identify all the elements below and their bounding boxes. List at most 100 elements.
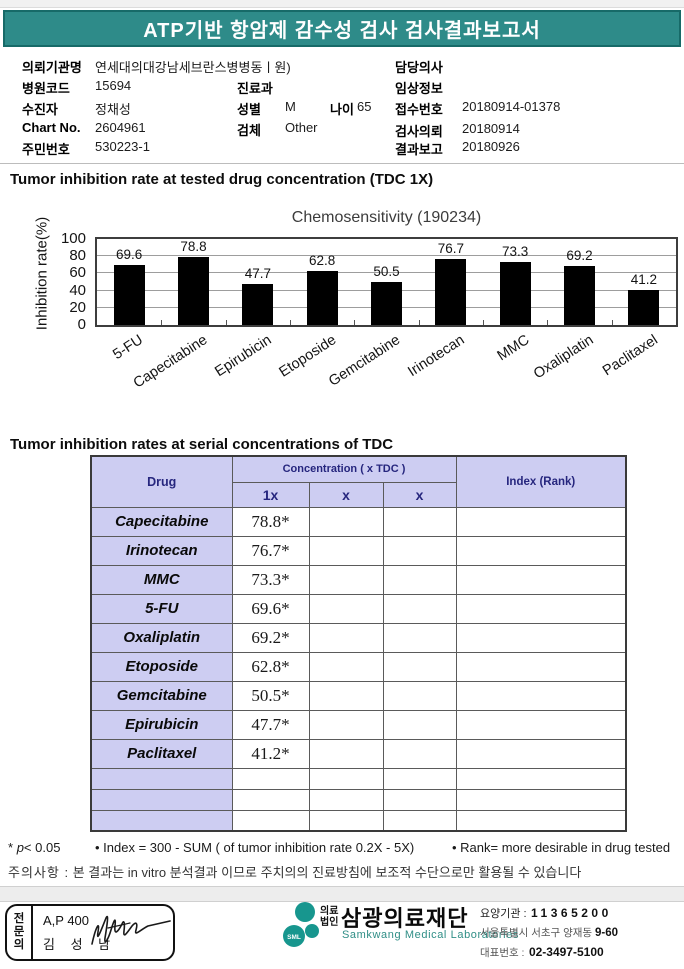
table-row: MMC 73.3* [90,564,627,595]
footer-separator-band [0,886,684,902]
index-cell [455,680,627,711]
index-cell [455,738,627,769]
conc-1x-cell: 78.8* [231,506,310,537]
resident-no-label: 주민번호 [22,142,70,157]
conc-1x-cell: 69.6* [231,593,310,624]
conc-x3-cell [382,593,457,624]
table-row: Gemcitabine 50.5* [90,680,627,711]
chart-category-label: Epirubicin [212,332,275,381]
significance-note: * p< 0.05 [8,840,60,855]
chart-bar-value: 41.2 [630,271,657,287]
conc-x3-cell [382,680,457,711]
conc-x2-cell [308,788,384,811]
index-cell [455,535,627,566]
chart-bar [242,283,274,325]
chart-bar-value: 69.6 [116,247,143,263]
chart-bar-value: 76.7 [437,241,464,257]
chart-bar-value: 47.7 [244,265,271,281]
table-row: Capecitabine 78.8* [90,506,627,537]
chart-bar [499,261,531,325]
request-label: 검사의뢰 [395,124,443,139]
chart-ytick-label: 100 [60,230,86,247]
table-row: Oxaliplatin 69.2* [90,622,627,653]
lab-contact-info: 요양기관 : 11365200 서울특별시 서초구 양재동 9-60 대표번호 … [480,904,618,964]
index-cell [455,506,627,537]
org-value: 연세대의대강남세브란스병병동ㅣ원) [95,60,291,75]
address-line: 서울특별시 서초구 양재동 9-60 [480,925,618,940]
col-header-x3: x [382,481,457,508]
chart-category-label: Oxaliplatin [530,332,597,383]
chart-no-label: Chart No. [22,120,81,135]
index-note: • Index = 300 - SUM ( of tumor inhibitio… [95,840,415,855]
conc-x3-cell [382,535,457,566]
chart-ytick-label: 40 [69,281,86,299]
drug-cell: Epirubicin [90,709,233,740]
chart-xtick [547,320,549,325]
drug-cell: Etoposide [90,651,233,682]
chart-xtick [161,320,163,325]
asterisk-marker: * [8,840,14,855]
conc-x3-cell [382,709,457,740]
col-header-drug: Drug [90,455,233,508]
chart-category-label: Irinotecan [405,332,468,381]
caution-line: 주의사항 : 본 결과는 in vitro 분석결과 이므로 주치의의 진료방침… [8,862,581,881]
chart-title: Chemosensitivity (190234) [291,209,482,226]
chart-gridline [97,255,676,257]
chart-section-heading: Tumor inhibition rate at tested drug con… [10,171,434,188]
conc-x3-cell [382,564,457,595]
care-org-number: 11365200 [531,906,612,920]
conc-x3-cell [382,622,457,653]
chart-bar [306,271,338,325]
chart-xtick [354,320,356,325]
result-table: Drug Concentration ( x TDC ) Index (Rank… [90,455,627,832]
table-row-empty [90,767,627,790]
conc-x2-cell [308,593,384,624]
hospital-code-value: 15694 [95,78,132,93]
chart-bar-value: 73.3 [502,243,529,259]
conc-1x-cell: 47.7* [231,709,310,740]
index-cell [455,809,627,832]
conc-1x-cell: 62.8* [231,651,310,682]
drug-cell: Gemcitabine [90,680,233,711]
conc-x2-cell [308,564,384,595]
conc-x3-cell [382,767,457,790]
logo-sml-text: SML [287,934,301,941]
org-type-line2: 법인 [320,917,339,928]
col-header-1x: 1x [231,481,310,508]
conc-x3-cell [382,788,457,811]
index-cell [455,651,627,682]
col-header-concentration: Concentration ( x TDC ) [231,455,457,483]
conc-x3-cell [382,738,457,769]
chart-ytick-label: 20 [69,298,86,316]
index-cell [455,788,627,811]
index-cell [455,709,627,740]
conc-1x-cell: 76.7* [231,535,310,566]
chart-xtick [418,320,420,325]
col-header-index: Index (Rank) [455,455,627,508]
section-divider [0,163,684,164]
index-cell [455,622,627,653]
clinical-label: 임상정보 [395,81,443,96]
patient-label: 수진자 [22,102,58,117]
phone-line: 대표번호 : 02-3497-5100 [480,943,618,961]
table-row: 5-FU 69.6* [90,593,627,624]
chart-bar [178,257,209,325]
resident-no-value: 530223-1 [95,139,150,154]
report-date-label: 결과보고 [395,142,443,157]
chart-no-value: 2604961 [95,120,146,135]
page-top-strip [0,0,684,8]
chart-bar-value: 50.5 [373,263,400,279]
signature-role-column: 전문의 [7,906,33,959]
specimen-label: 검체 [237,123,261,138]
chart-ytick-label: 80 [69,247,86,265]
drug-cell: MMC [90,564,233,595]
drug-cell [90,767,233,790]
chart-bar-value: 69.2 [566,247,593,263]
conc-1x-cell [231,767,310,790]
conc-x2-cell [308,651,384,682]
index-cell [455,767,627,790]
conc-1x-cell: 41.2* [231,738,310,769]
age-value: 65 [357,99,372,114]
conc-x2-cell [308,535,384,566]
